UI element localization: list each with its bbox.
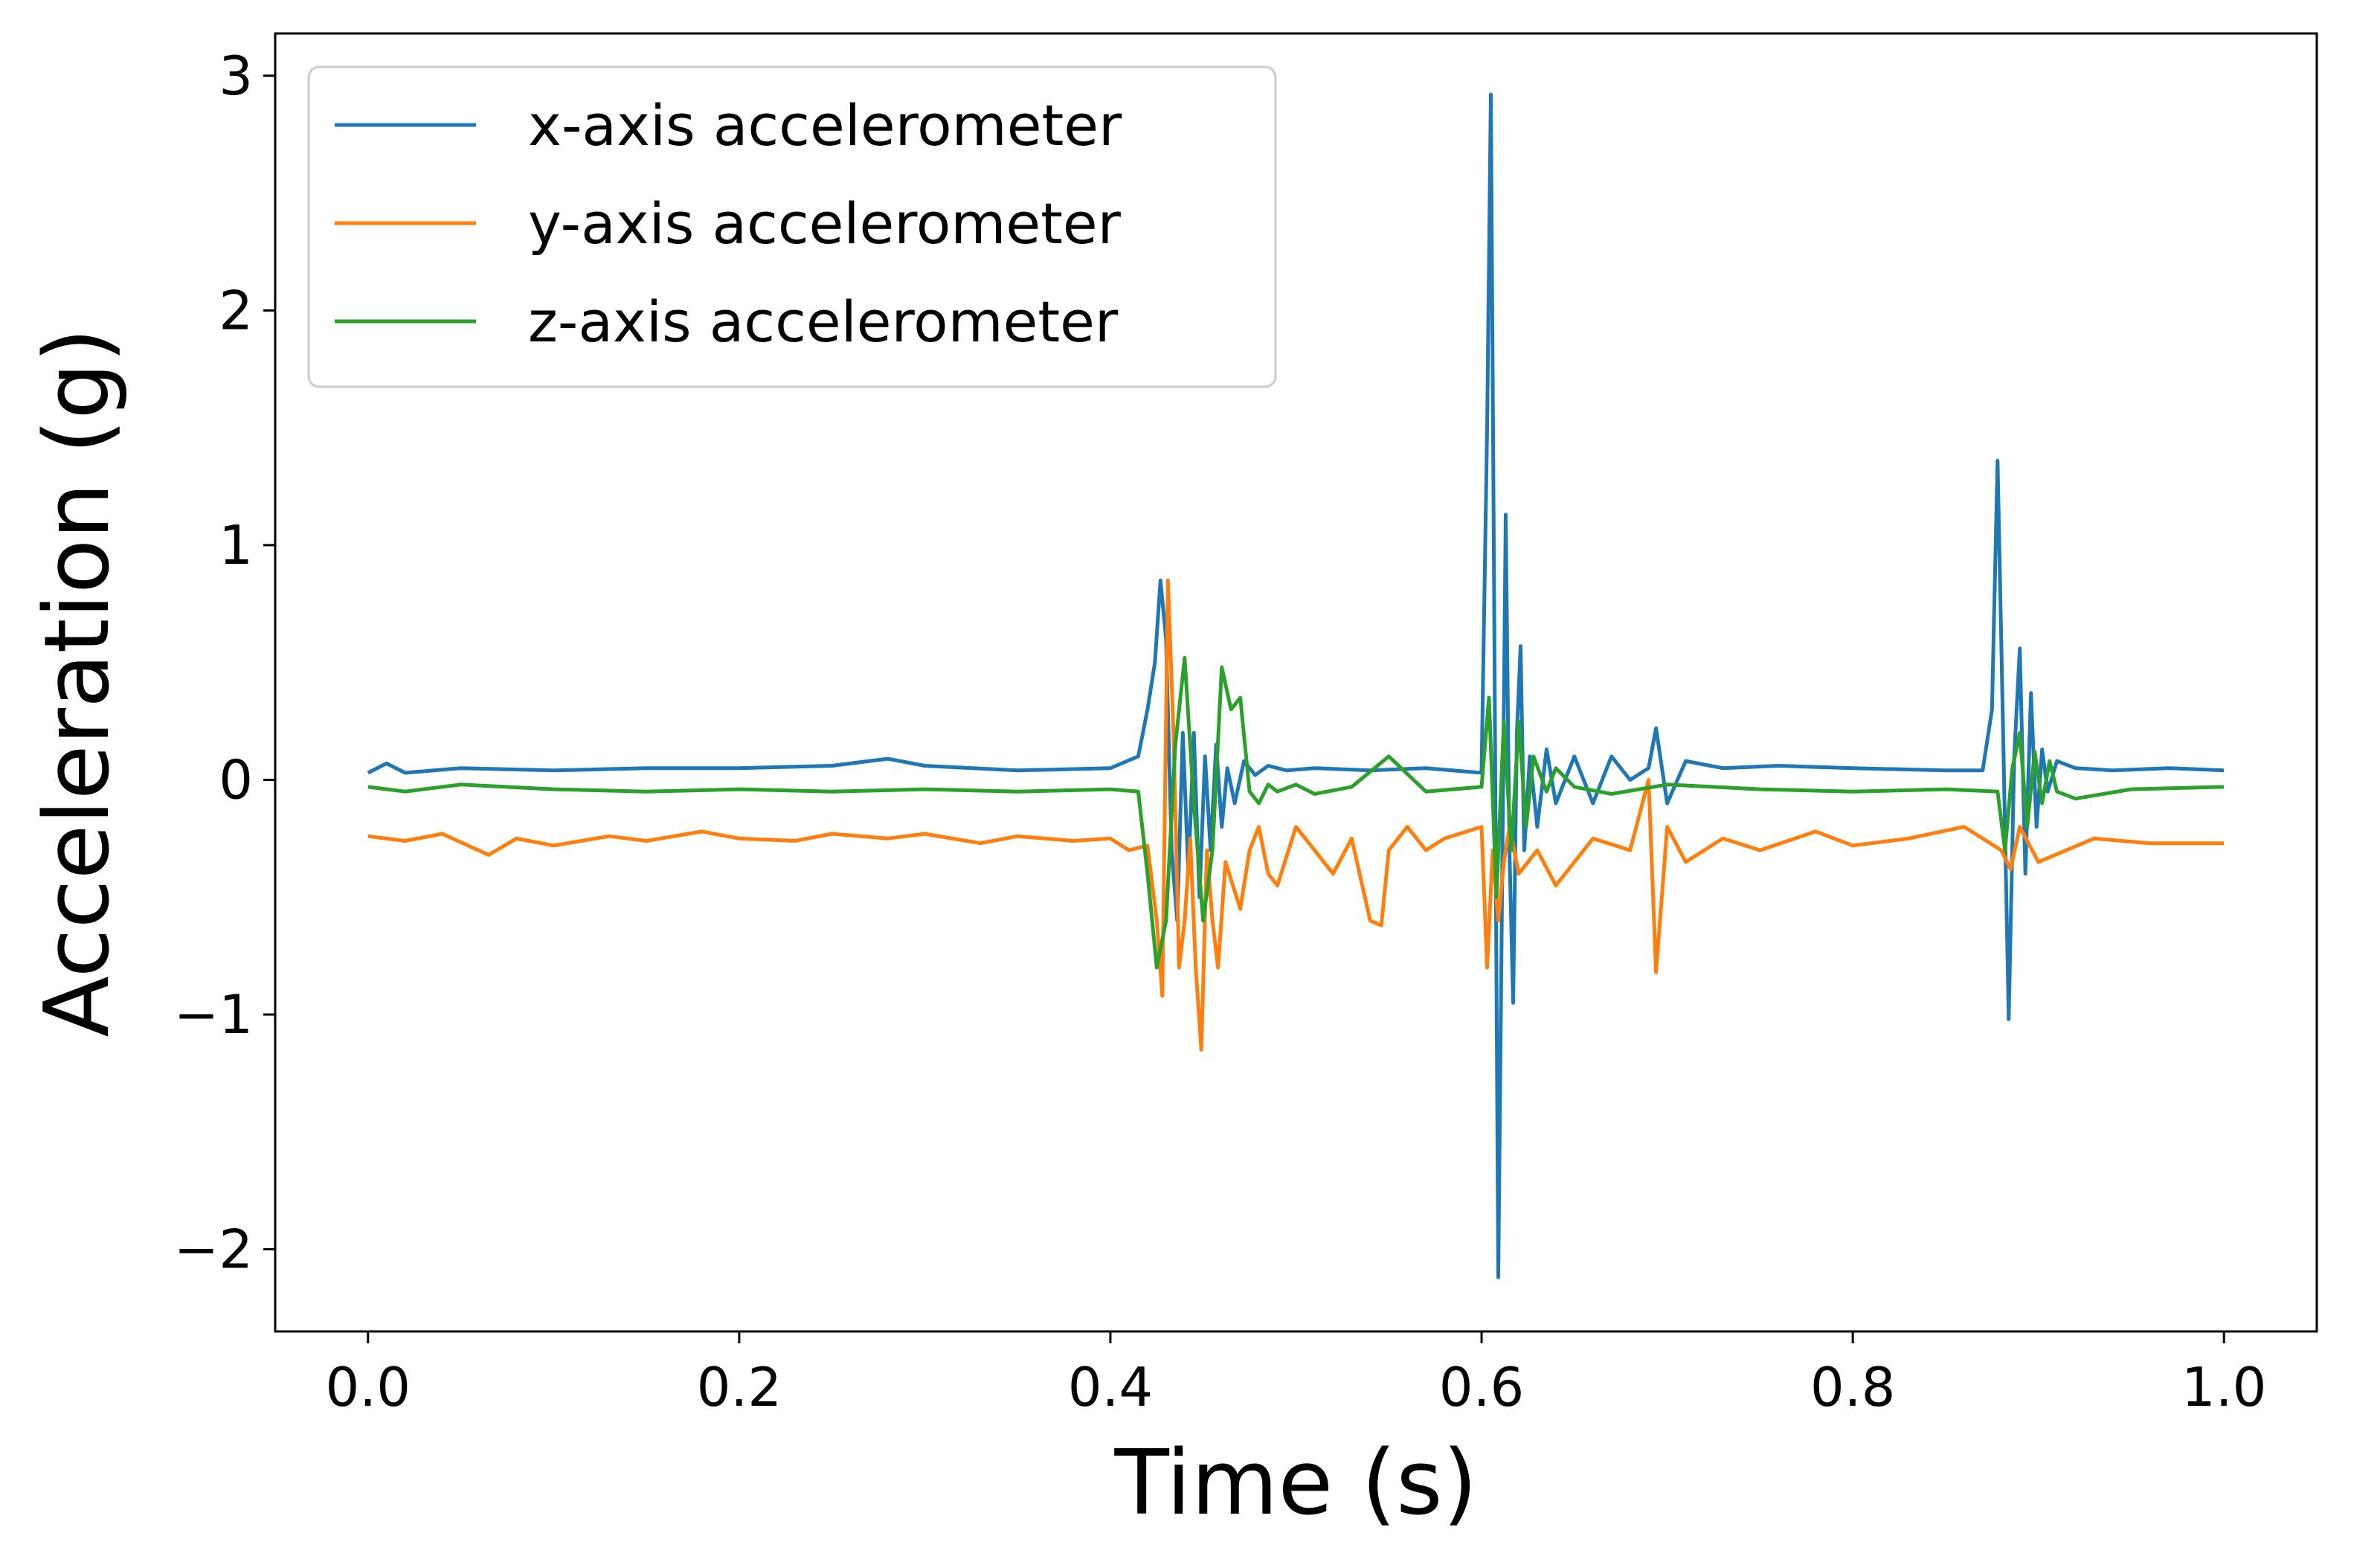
legend-box bbox=[307, 65, 1277, 388]
y-tick-label: 2 bbox=[219, 279, 253, 341]
y-axis-label: Acceleration (g) bbox=[26, 328, 129, 1038]
series-line-3 bbox=[367, 655, 2225, 970]
series-line-2 bbox=[367, 578, 2225, 1052]
x-tick-label: 0.2 bbox=[697, 1356, 782, 1418]
x-tick-label: 1.0 bbox=[2181, 1356, 2267, 1418]
series-line-1 bbox=[367, 92, 2225, 1279]
x-axis-ticks: 0.0 0.2 0.4 0.6 0.8 1.0 bbox=[326, 1331, 2267, 1418]
x-axis-label: Time (s) bbox=[1114, 1432, 1478, 1535]
y-tick-label: −2 bbox=[174, 1218, 253, 1281]
y-tick-label: 1 bbox=[219, 514, 253, 576]
legend-label: x-axis accelerometer bbox=[528, 92, 1122, 158]
series-layer bbox=[367, 92, 2225, 1279]
y-tick-label: 0 bbox=[219, 748, 253, 811]
x-tick-label: 0.0 bbox=[326, 1356, 411, 1418]
legend: x-axis accelerometer y-axis accelerometer… bbox=[307, 65, 1277, 388]
plot-frame bbox=[274, 32, 2318, 1333]
y-tick-label: −1 bbox=[174, 983, 253, 1046]
y-axis-ticks: −2 −1 0 1 2 3 bbox=[174, 45, 275, 1281]
legend-label: y-axis accelerometer bbox=[528, 190, 1122, 257]
legend-label: z-axis accelerometer bbox=[528, 289, 1119, 355]
x-tick-label: 0.4 bbox=[1068, 1356, 1154, 1418]
y-tick-label: 3 bbox=[219, 45, 253, 107]
x-tick-label: 0.6 bbox=[1439, 1356, 1525, 1418]
x-tick-label: 0.8 bbox=[1810, 1356, 1896, 1418]
